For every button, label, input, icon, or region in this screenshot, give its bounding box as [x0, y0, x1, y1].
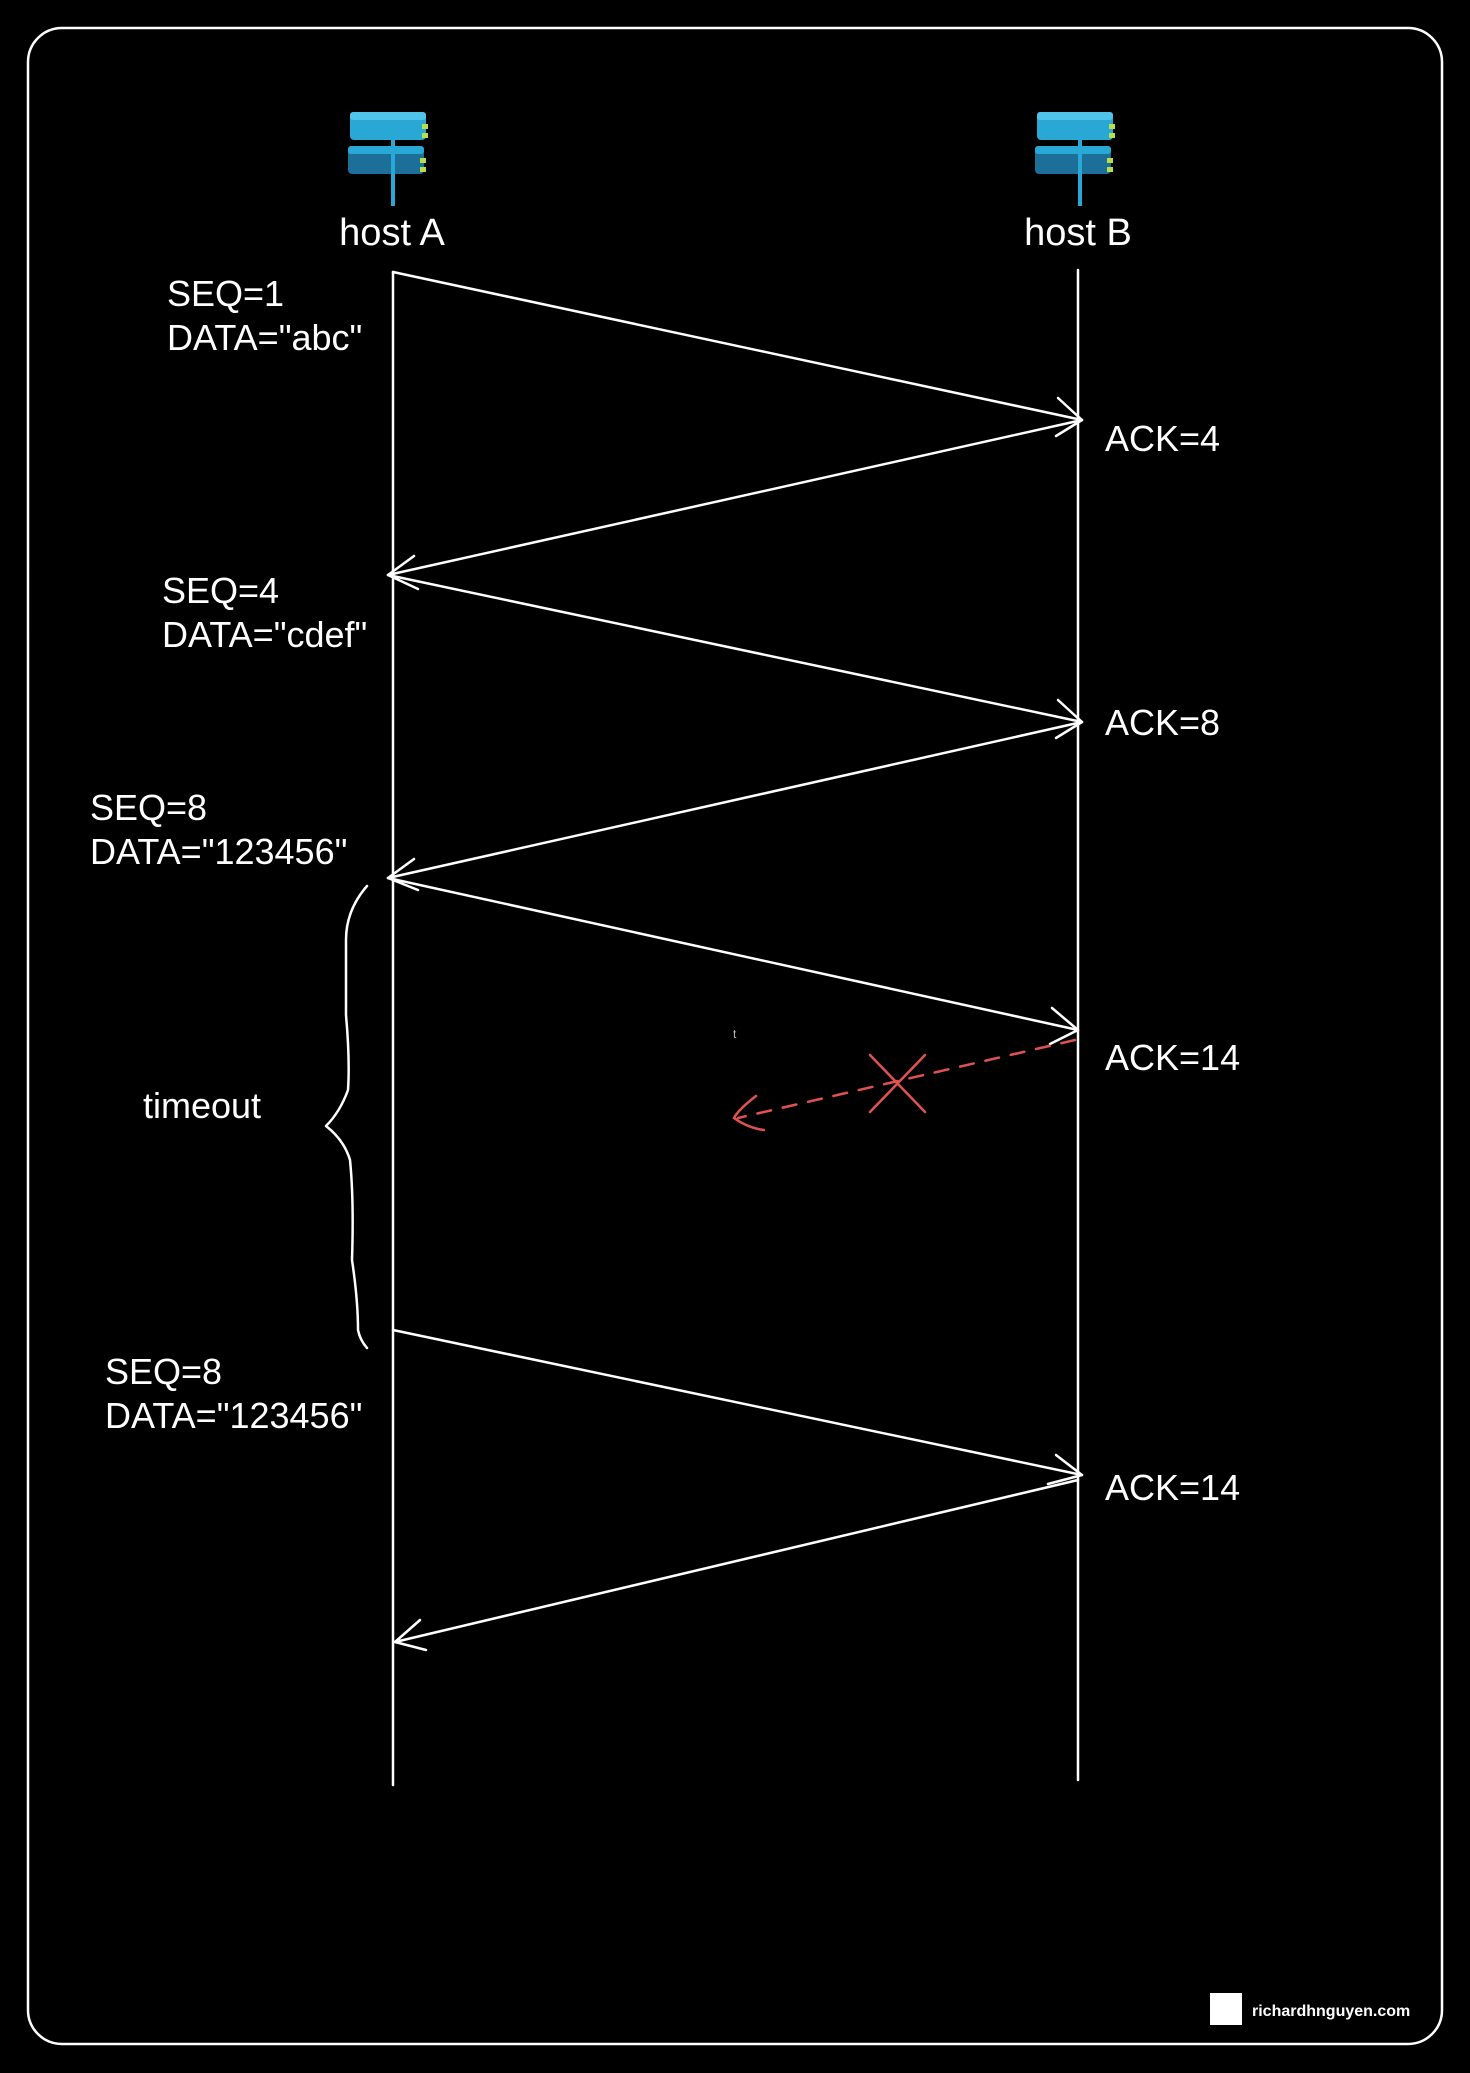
ack-2-label: ACK=8 — [1105, 702, 1220, 743]
segment-3-seq: SEQ=8 — [90, 787, 207, 828]
ack-4-arrow — [393, 1478, 1080, 1652]
host-b-label: host B — [1024, 212, 1132, 254]
diagram-frame — [26, 26, 1444, 2046]
segment-1-arrow — [391, 270, 1084, 438]
host-a-label: host A — [339, 212, 445, 254]
stray-mark: t — [733, 1027, 737, 1041]
segment-3-data: DATA="123456" — [90, 831, 347, 872]
lost-ack-arrow — [732, 1038, 1077, 1132]
segment-2-seq: SEQ=4 — [162, 570, 279, 611]
ack-2-arrow — [386, 720, 1084, 892]
ack-4-label: ACK=14 — [1105, 1467, 1240, 1508]
ack-3-label: ACK=14 — [1105, 1037, 1240, 1078]
segment-1-data: DATA="abc" — [167, 317, 362, 358]
segment-4-data: DATA="123456" — [105, 1395, 362, 1436]
segment-4-seq: SEQ=8 — [105, 1351, 222, 1392]
ack-1-arrow — [386, 418, 1084, 591]
ack-1-label: ACK=4 — [1105, 418, 1220, 459]
segment-3-arrow — [386, 876, 1080, 1046]
timeout-label: timeout — [143, 1085, 261, 1126]
lost-packet-x-icon — [868, 1053, 927, 1114]
server-icon — [1035, 112, 1115, 206]
segment-1-seq: SEQ=1 — [167, 273, 284, 314]
server-icon — [348, 112, 428, 206]
timeout-brace — [324, 884, 369, 1350]
watermark-logo — [1210, 1993, 1242, 2025]
watermark-text[interactable]: richardhnguyen.com — [1252, 2003, 1410, 2020]
segment-2-data: DATA="cdef" — [162, 614, 367, 655]
retransmit-arrow — [391, 1328, 1084, 1486]
segment-2-arrow — [386, 573, 1084, 740]
